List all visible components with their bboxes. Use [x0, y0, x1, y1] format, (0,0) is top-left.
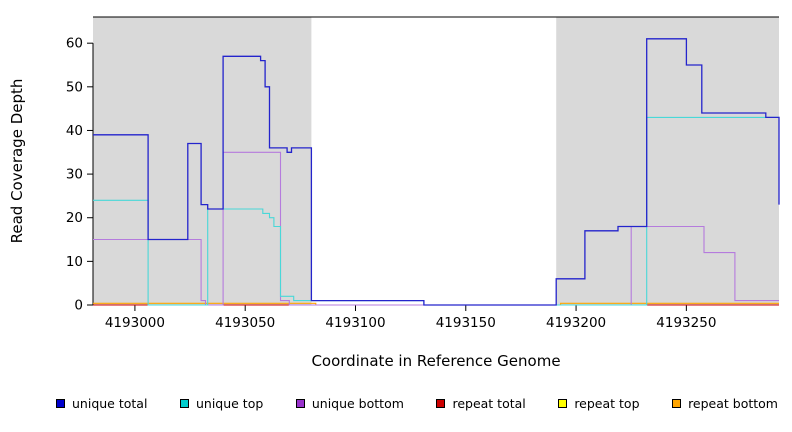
x-tick-label: 4193050 — [215, 315, 275, 331]
coverage-plot: 4193000 4193050 4193100 4193150 4193200 41932… — [8, 16, 780, 370]
chart-legend: unique total unique top unique bottom repea… — [0, 384, 792, 428]
legend-label-repeat-total: repeat total — [452, 395, 526, 411]
legend-swatch-repeat-top — [558, 398, 568, 408]
y-tick-label: 10 — [66, 254, 83, 270]
legend-swatch-repeat-bottom — [672, 398, 682, 408]
coverage-chart-svg: 4193000 4193050 4193100 4193150 4193200 41932… — [8, 16, 780, 370]
legend-swatch-unique-top — [179, 398, 189, 408]
y-tick-label: 20 — [66, 210, 83, 226]
legend-label-repeat-top: repeat top — [574, 395, 640, 411]
legend-item-unique-top: unique top — [179, 395, 264, 411]
y-tick-label: 50 — [66, 79, 83, 95]
shaded-region-2 — [556, 17, 779, 305]
legend-label-unique-top: unique top — [195, 395, 264, 411]
y-tick-label: 30 — [66, 167, 83, 183]
y-tick-label: 40 — [66, 123, 83, 139]
legend-swatch-unique-bottom — [295, 398, 305, 408]
x-tick-label: 4193150 — [436, 315, 496, 331]
legend-item-repeat-total: repeat total — [436, 395, 526, 411]
shaded-region-1 — [93, 17, 312, 305]
legend-swatch-repeat-total — [436, 398, 446, 408]
legend-item-repeat-top: repeat top — [558, 395, 640, 411]
legend-label-repeat-bottom: repeat bottom — [688, 395, 778, 411]
y-tick-label: 0 — [74, 298, 83, 314]
legend-item-repeat-bottom: repeat bottom — [672, 396, 778, 411]
y-axis-label: Read Coverage Depth — [8, 79, 26, 244]
x-tick-label: 4193000 — [105, 315, 165, 331]
shaded-regions — [93, 17, 779, 305]
legend-label-unique-total: unique total — [72, 395, 148, 411]
series-unique-total-line — [93, 38, 780, 306]
legend-label-unique-bottom: unique bottom — [311, 395, 404, 411]
y-tick-label: 60 — [66, 36, 83, 52]
legend-swatch-unique-total — [56, 398, 65, 408]
x-axis-label: Coordinate in Reference Genome — [311, 352, 560, 370]
x-tick-label: 4193250 — [656, 315, 716, 331]
axes: 4193000 4193050 4193100 4193150 4193200 41932… — [66, 16, 779, 331]
series-lines — [93, 38, 780, 306]
legend-item-unique-bottom: unique bottom — [295, 395, 404, 411]
x-tick-label: 4193100 — [325, 315, 385, 331]
legend-item-unique-total: unique total — [56, 396, 147, 411]
x-tick-label: 4193200 — [546, 315, 606, 331]
